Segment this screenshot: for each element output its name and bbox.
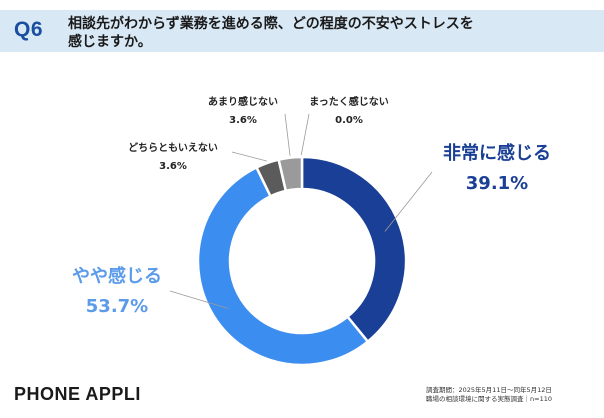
label-not-much: あまり感じない 3.6% xyxy=(208,96,278,128)
survey-title: 職場の相談環境に関する実態調査｜n=110 xyxy=(426,395,552,403)
question-banner xyxy=(0,10,604,52)
label-very-much: 非常に感じる 39.1% xyxy=(443,139,551,199)
company-logo: PHONE APPLI xyxy=(14,384,141,404)
label-neutral-category: どちらともいえない xyxy=(128,143,218,154)
survey-period: 調査期間：2025年5月11日～同年5月12日 xyxy=(426,386,552,394)
label-somewhat-category: やや感じる xyxy=(72,266,162,287)
question-text: 相談先がわからず業務を進める際、どの程度の不安やストレスを 感じますか。 xyxy=(68,15,588,51)
slice-somewhat xyxy=(196,165,370,367)
leader-very-much xyxy=(384,171,433,232)
question-text-line-2: 感じますか。 xyxy=(68,34,152,50)
leader-somewhat xyxy=(169,290,228,309)
label-very-much-category: 非常に感じる xyxy=(443,143,551,164)
label-not-at-all: まったく感じない 0.0% xyxy=(309,96,389,128)
label-not-at-all-category: まったく感じない xyxy=(309,97,389,108)
label-not-much-category: あまり感じない xyxy=(208,97,278,108)
slice-not-much xyxy=(277,155,304,193)
label-not-much-value: 3.6% xyxy=(229,115,257,126)
label-somewhat-value: 53.7% xyxy=(85,296,149,317)
leader-neutral xyxy=(231,151,267,162)
leader-not-at-all xyxy=(300,113,310,156)
leader-not-much xyxy=(284,113,291,156)
question-number: Q6 xyxy=(14,18,44,41)
slice-very-much xyxy=(300,155,408,344)
label-very-much-value: 39.1% xyxy=(465,173,529,194)
question-text-line-1: 相談先がわからず業務を進める際、どの程度の不安やストレスを xyxy=(68,16,474,32)
label-neutral: どちらともいえない 3.6% xyxy=(128,142,218,174)
label-neutral-value: 3.6% xyxy=(159,161,187,172)
label-somewhat: やや感じる 53.7% xyxy=(72,262,162,322)
label-not-at-all-value: 0.0% xyxy=(335,115,363,126)
survey-source-note: 調査期間：2025年5月11日～同年5月12日 職場の相談環境に関する実態調査｜… xyxy=(426,386,552,404)
